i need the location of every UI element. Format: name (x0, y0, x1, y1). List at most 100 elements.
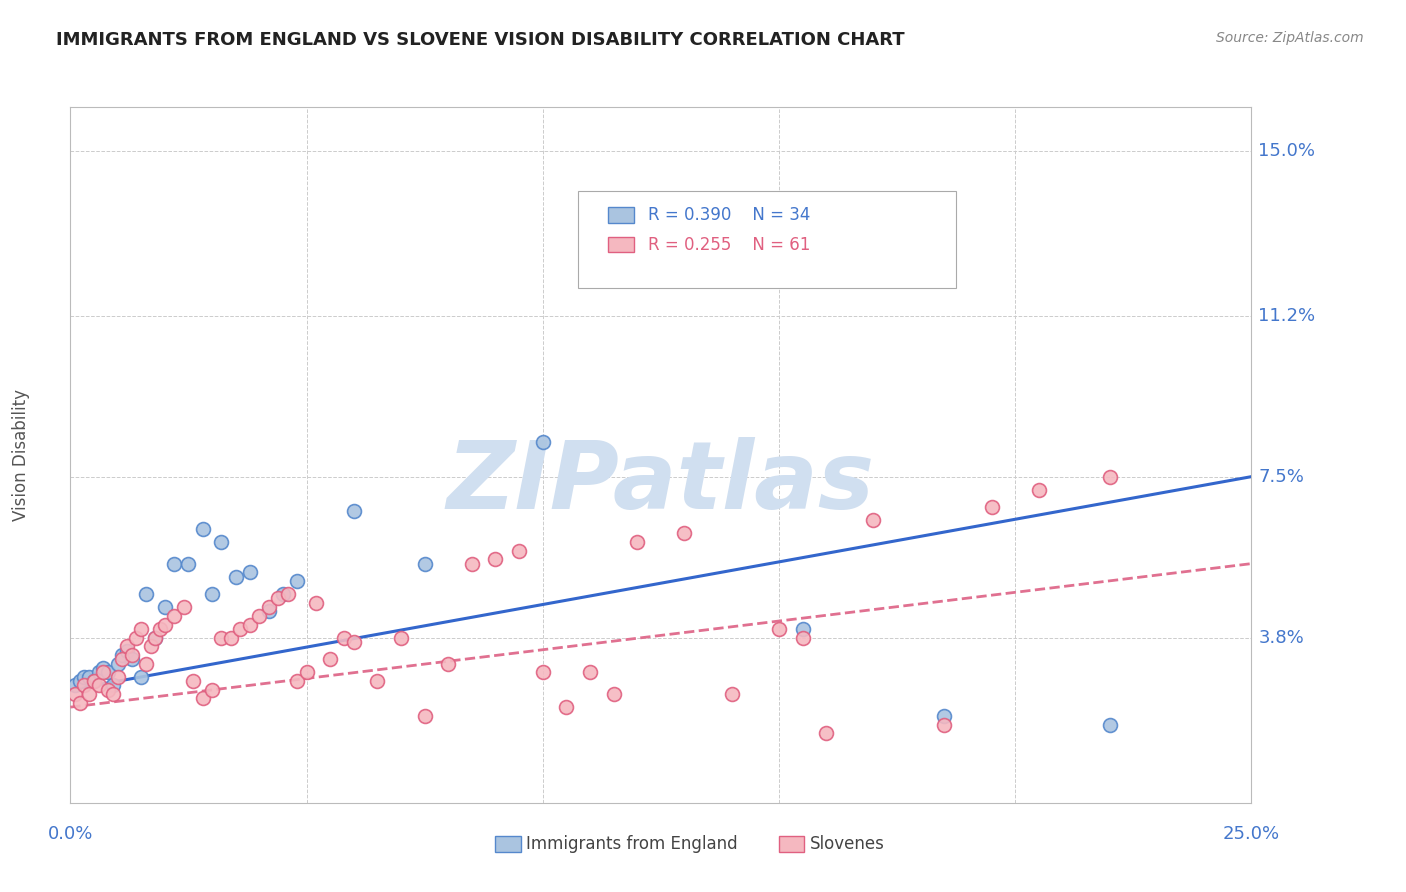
Point (191, 691, 214, 706)
Text: R = 0.390    N = 34: R = 0.390 N = 34 (648, 206, 810, 224)
Point (277, 587, 299, 601)
Point (437, 657, 460, 671)
Text: 15.0%: 15.0% (1258, 142, 1316, 160)
Point (129, 622, 152, 636)
Text: ZIPatlas: ZIPatlas (447, 437, 875, 529)
Point (531, 434, 554, 449)
Point (792, 622, 814, 636)
Text: 7.5%: 7.5% (1258, 467, 1305, 485)
Point (333, 631, 356, 645)
Point (1098, 717, 1121, 731)
Point (602, 687, 624, 701)
Point (980, 500, 1002, 514)
Point (93, 665, 115, 680)
Point (101, 687, 124, 701)
Text: IMMIGRANTS FROM ENGLAND VS SLOVENE VISION DISABILITY CORRELATION CHART: IMMIGRANTS FROM ENGLAND VS SLOVENE VISIO… (56, 31, 905, 49)
Point (555, 700, 578, 714)
Point (389, 631, 412, 645)
Point (579, 665, 602, 680)
Point (191, 522, 214, 536)
Point (177, 557, 200, 571)
Point (319, 652, 342, 666)
Point (508, 543, 530, 558)
Point (257, 600, 280, 615)
Point (201, 587, 224, 601)
Point (531, 665, 554, 680)
Point (153, 600, 176, 615)
Point (285, 574, 308, 588)
Point (143, 631, 166, 645)
Point (271, 587, 294, 601)
Point (139, 639, 162, 653)
Point (87, 665, 110, 680)
Point (149, 622, 172, 636)
Point (121, 652, 143, 666)
Point (63, 678, 86, 692)
Point (934, 717, 956, 731)
Point (305, 596, 328, 610)
Text: Slovenes: Slovenes (810, 835, 884, 853)
Point (626, 535, 648, 549)
Point (413, 557, 436, 571)
Point (97, 665, 120, 680)
Point (83, 674, 105, 689)
Text: Source: ZipAtlas.com: Source: ZipAtlas.com (1216, 31, 1364, 45)
Text: 25.0%: 25.0% (1223, 825, 1279, 843)
Point (125, 631, 148, 645)
Point (73, 678, 96, 692)
Point (143, 631, 166, 645)
Point (673, 526, 696, 541)
Point (247, 608, 270, 623)
Point (343, 635, 366, 649)
Point (211, 631, 233, 645)
Text: Immigrants from England: Immigrants from England (526, 835, 738, 853)
Point (768, 622, 790, 636)
Point (115, 643, 138, 657)
Point (239, 566, 262, 580)
Point (461, 557, 484, 571)
Point (219, 631, 242, 645)
Point (73, 670, 96, 684)
Point (1028, 483, 1050, 497)
Point (163, 608, 186, 623)
FancyBboxPatch shape (578, 191, 956, 288)
Point (69, 674, 91, 689)
Point (211, 535, 233, 549)
Point (173, 600, 195, 615)
Point (129, 670, 152, 684)
Point (257, 605, 280, 619)
Point (1098, 469, 1121, 483)
Point (239, 617, 262, 632)
Point (267, 591, 290, 606)
Point (121, 648, 143, 662)
Point (343, 504, 366, 518)
Point (201, 682, 224, 697)
Text: Vision Disability: Vision Disability (13, 389, 30, 521)
Point (153, 617, 176, 632)
Point (934, 708, 956, 723)
Point (295, 665, 318, 680)
Point (720, 687, 742, 701)
Point (97, 682, 120, 697)
Point (413, 708, 436, 723)
Point (792, 631, 814, 645)
Point (111, 648, 134, 662)
Text: 0.0%: 0.0% (48, 825, 93, 843)
Point (93, 661, 115, 675)
Point (101, 678, 124, 692)
Point (815, 726, 838, 740)
Point (111, 652, 134, 666)
Point (285, 674, 308, 689)
Point (83, 674, 105, 689)
Point (225, 570, 247, 584)
Point (135, 587, 157, 601)
Point (181, 674, 204, 689)
Point (69, 696, 91, 710)
Point (115, 639, 138, 653)
Bar (607, 207, 634, 222)
Point (484, 552, 506, 566)
Point (63, 687, 86, 701)
Point (107, 657, 129, 671)
Text: 3.8%: 3.8% (1258, 629, 1305, 647)
Point (77, 687, 100, 701)
